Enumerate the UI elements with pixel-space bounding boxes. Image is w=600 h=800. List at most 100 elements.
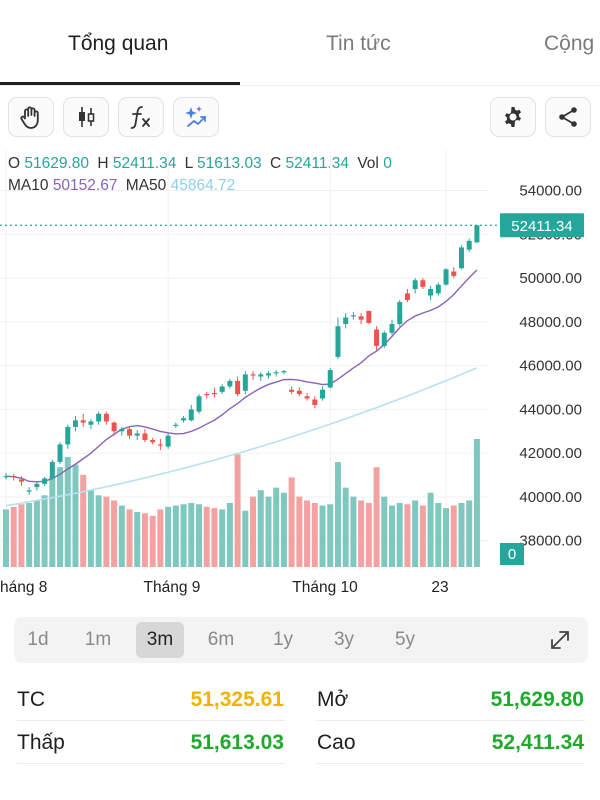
tab-overview[interactable]: Tổng quan (68, 32, 169, 55)
volume-bar (219, 509, 226, 567)
volume-bar (134, 511, 141, 567)
volume-bar (427, 492, 434, 567)
low-price-value: 51,613.03 (190, 731, 284, 754)
candle-body (443, 269, 449, 285)
volume-bar (226, 503, 233, 567)
candle-body (242, 374, 248, 391)
candle-body (304, 396, 310, 399)
candlestick-icon (73, 104, 99, 130)
range-5y[interactable]: 5y (394, 629, 416, 650)
volume-bar (389, 505, 395, 567)
candle-body (26, 490, 32, 492)
candle-body (420, 280, 426, 287)
candle-body (466, 240, 472, 250)
candle-body (296, 390, 302, 395)
function-icon (127, 103, 155, 131)
volume-bar (141, 513, 148, 567)
volume-bar (172, 505, 179, 567)
volume-bar (280, 492, 287, 567)
range-selector: 1d 1m 3m 6m 1y 3y 5y (14, 617, 588, 663)
tab-community[interactable]: Cộng (544, 32, 595, 55)
indicators-button[interactable] (118, 97, 164, 137)
volume-bar (381, 496, 388, 567)
volume-bar (95, 495, 102, 567)
volume-bar (466, 500, 473, 567)
candle-body (474, 225, 480, 243)
top-tabs: Tổng quan Tin tức Cộng (0, 0, 600, 86)
y-tick-label: 50000.00 (519, 270, 582, 287)
volume-bar (450, 505, 457, 567)
volume-bar (311, 503, 318, 567)
low-label: L (184, 155, 193, 172)
candle-body (451, 271, 457, 276)
volume-bar (188, 503, 195, 567)
candle-body (96, 413, 102, 422)
volume-bar (334, 462, 341, 567)
fullscreen-button[interactable] (546, 626, 574, 654)
candle-body (11, 476, 17, 478)
volume-bar (87, 490, 94, 567)
range-1d[interactable]: 1d (27, 629, 49, 650)
y-tick-label: 40000.00 (519, 489, 582, 506)
settings-button[interactable] (490, 97, 536, 137)
volume-bar (211, 508, 218, 567)
candle-body (103, 413, 109, 422)
volume-bar (365, 503, 372, 567)
candle-body (412, 280, 418, 290)
candle-body (173, 424, 179, 426)
candle-body (458, 247, 464, 269)
volume-bar (103, 496, 110, 567)
drawing-tool-button[interactable] (8, 97, 54, 137)
candle-body (165, 435, 171, 447)
active-tab-indicator (0, 82, 240, 85)
volume-bar (458, 503, 465, 567)
y-tick-label: 48000.00 (519, 314, 582, 331)
volume-bar (72, 464, 79, 567)
range-1y[interactable]: 1y (272, 629, 294, 650)
candle-body (3, 476, 9, 478)
candle-body (404, 293, 410, 300)
last-price-tag-label: 52411.34 (511, 218, 572, 235)
open-price-label: Mở (317, 688, 349, 711)
volume-bar (165, 506, 172, 567)
candle-body (281, 371, 287, 373)
candle-body (88, 421, 94, 425)
stats-divider-right-2 (317, 763, 585, 764)
candle-body (142, 433, 148, 441)
range-3y[interactable]: 3y (333, 629, 355, 650)
ma10-line (5, 269, 478, 483)
candle-body (196, 396, 202, 412)
candle-body (258, 374, 264, 377)
stats-divider-right (317, 720, 585, 721)
range-3m[interactable]: 3m (136, 622, 184, 658)
high-price-label: Cao (317, 731, 356, 754)
volume-bar (265, 496, 272, 567)
volume-bar (26, 503, 33, 567)
volume-bar (126, 509, 133, 567)
volume-bar (3, 509, 9, 567)
volume-bar (49, 477, 56, 567)
volume-bar (80, 474, 87, 567)
stats-divider-left (17, 720, 285, 721)
share-icon (556, 105, 580, 129)
candle-body (435, 284, 441, 294)
volume-bar (257, 490, 264, 567)
volume-bar (250, 496, 257, 567)
candle-body (18, 479, 24, 482)
ma10-label: MA10 (8, 177, 49, 194)
y-tick-label: 42000.00 (519, 445, 582, 462)
ai-analysis-button[interactable] (173, 97, 219, 137)
share-button[interactable] (545, 97, 591, 137)
candle-body (273, 372, 279, 374)
price-chart[interactable]: 54000.0052000.0050000.0048000.0046000.00… (0, 150, 600, 600)
range-1m[interactable]: 1m (84, 629, 112, 650)
chart-type-button[interactable] (63, 97, 109, 137)
volume-bar (180, 504, 187, 567)
volume-bar (373, 467, 380, 567)
volume-bar (473, 439, 480, 567)
range-6m[interactable]: 6m (207, 629, 235, 650)
y-tick-label: 44000.00 (519, 401, 582, 418)
candle-body (350, 315, 356, 317)
tab-news[interactable]: Tin tức (326, 32, 391, 55)
volume-value: 0 (383, 155, 392, 172)
